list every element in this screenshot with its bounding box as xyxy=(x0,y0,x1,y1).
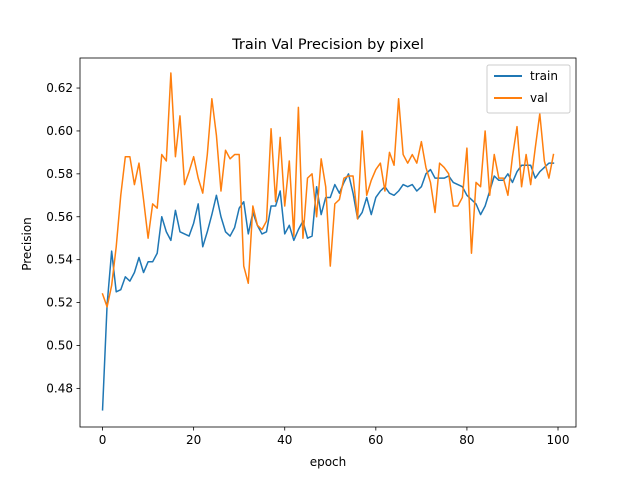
y-axis: 0.48 0.50 0.52 0.54 0.56 0.58 0.60 0.62 xyxy=(46,81,80,395)
legend-label-train: train xyxy=(530,69,558,83)
y-tick-label: 0.56 xyxy=(46,210,73,224)
plot-frame xyxy=(79,57,577,428)
x-tick-label: 20 xyxy=(186,433,201,447)
x-tick-label: 60 xyxy=(368,433,383,447)
x-axis-label: epoch xyxy=(310,455,347,469)
series-line-val xyxy=(101,72,555,308)
legend: train val xyxy=(486,64,571,114)
y-tick-label: 0.48 xyxy=(46,381,73,395)
x-tick-label: 100 xyxy=(547,433,570,447)
x-axis: 0 20 40 60 80 100 xyxy=(99,427,570,447)
y-tick-label: 0.52 xyxy=(46,296,73,310)
x-tick-label: 0 xyxy=(99,433,107,447)
x-tick-label: 40 xyxy=(277,433,292,447)
y-tick-label: 0.62 xyxy=(46,81,73,95)
legend-label-val: val xyxy=(530,91,548,105)
y-tick-label: 0.50 xyxy=(46,338,73,352)
y-tick-label: 0.60 xyxy=(46,124,73,138)
plot-area xyxy=(79,57,577,428)
y-axis-label: Precision xyxy=(20,217,34,271)
x-tick-label: 80 xyxy=(459,433,474,447)
series-line-train xyxy=(101,162,555,411)
chart-title: Train Val Precision by pixel xyxy=(231,37,424,53)
y-tick-label: 0.54 xyxy=(46,253,73,267)
series-group xyxy=(101,72,555,411)
y-tick-label: 0.58 xyxy=(46,167,73,181)
